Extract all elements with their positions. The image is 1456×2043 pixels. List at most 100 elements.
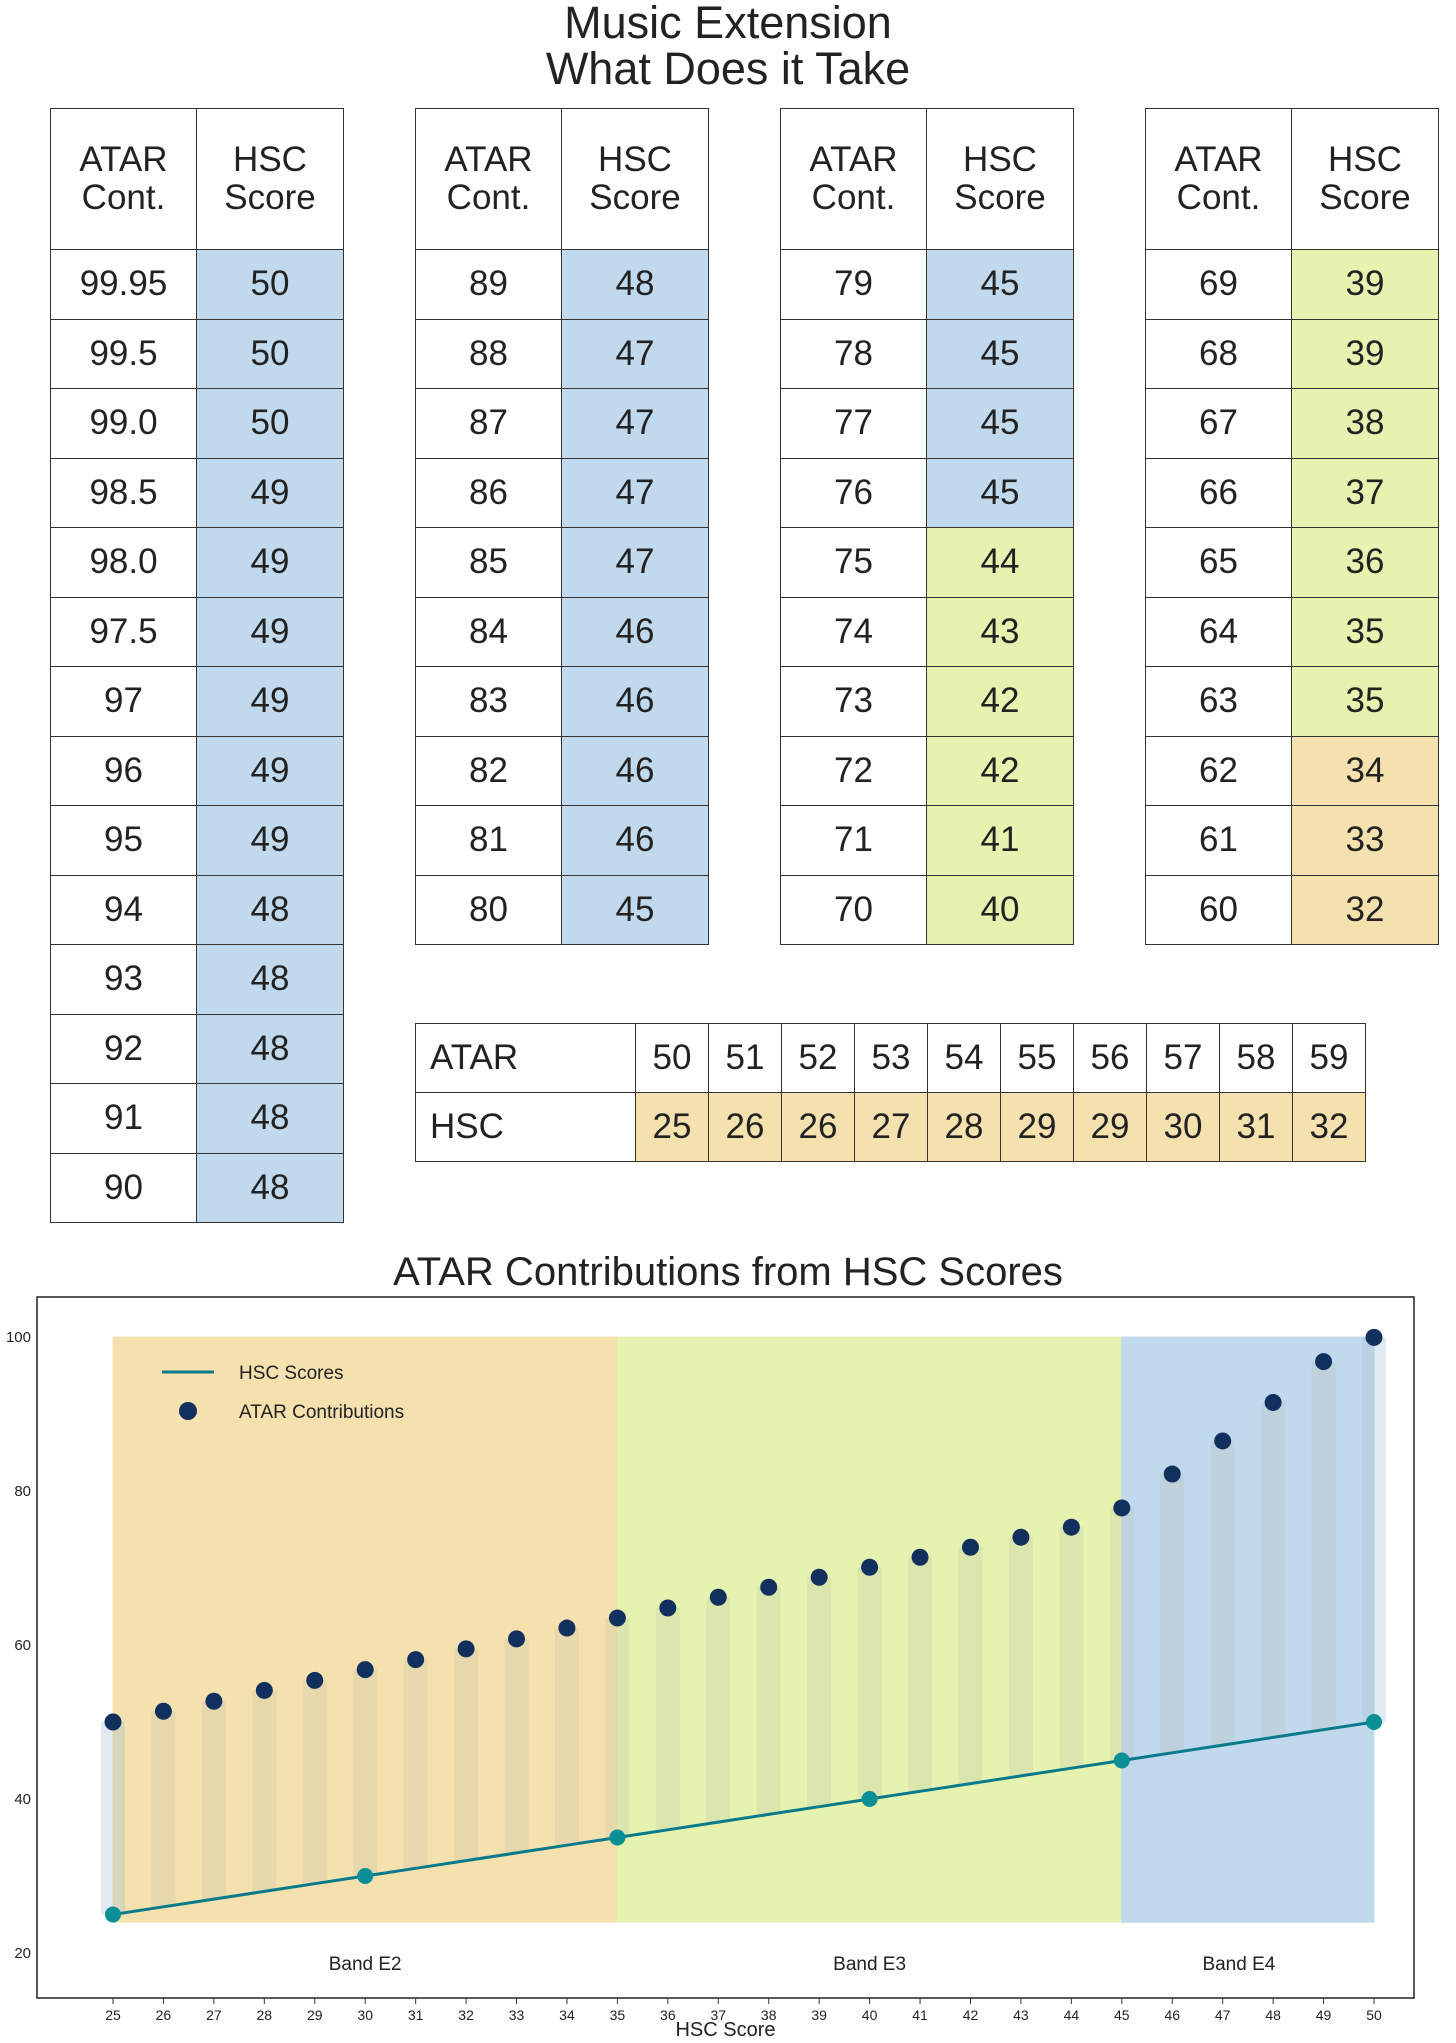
table-row: 62 34 xyxy=(1145,735,1439,806)
atar-cell: 73 xyxy=(780,666,927,737)
x-tick-label: 50 xyxy=(1366,2007,1382,2023)
table-row: 99.5 50 xyxy=(50,318,344,389)
atar-cell: 97.5 xyxy=(50,596,197,667)
low-hsc-cell: 29 xyxy=(1073,1092,1147,1162)
range-bar xyxy=(706,1597,731,1823)
table-row: 73 42 xyxy=(780,666,1074,737)
atar-cell: 71 xyxy=(780,805,927,876)
range-bar xyxy=(454,1648,479,1861)
hsc-cell: 48 xyxy=(196,1152,344,1223)
atar-cell: 83 xyxy=(415,666,562,737)
atar-cell: 63 xyxy=(1145,666,1292,737)
range-bar xyxy=(353,1669,378,1876)
x-tick-label: 42 xyxy=(963,2007,979,2023)
atar-contribution-dot xyxy=(205,1692,223,1710)
table-row: 69 39 xyxy=(1145,249,1439,320)
atar-cell: 97 xyxy=(50,666,197,737)
low-hsc-cell: 27 xyxy=(854,1092,928,1162)
atar-table-2: ATAR Cont. HSC Score 89 48 88 47 87 47 86 47 85 47 84 4… xyxy=(415,108,709,945)
atar-cell: 98.5 xyxy=(50,457,197,528)
x-tick-label: 32 xyxy=(458,2007,474,2023)
band-region xyxy=(112,1336,618,1923)
table-row: 74 43 xyxy=(780,596,1074,667)
legend-dot-swatch xyxy=(179,1402,197,1420)
atar-cell: 92 xyxy=(50,1013,197,1084)
band-label: Band E2 xyxy=(329,1954,402,1975)
atar-contribution-dot xyxy=(1315,1353,1333,1371)
hsc-cell: 47 xyxy=(561,318,709,389)
atar-cell: 99.95 xyxy=(50,249,197,320)
table-row: 87 47 xyxy=(415,388,709,459)
atar-contribution-dot xyxy=(306,1671,324,1689)
page-title-line2: What Does it Take xyxy=(545,43,911,94)
x-tick-label: 29 xyxy=(307,2007,323,2023)
hsc-cell: 49 xyxy=(196,457,344,528)
range-bar xyxy=(101,1722,125,1915)
x-tick-label: 36 xyxy=(660,2007,676,2023)
x-tick-label: 25 xyxy=(105,2007,121,2023)
chart-title: ATAR Contributions from HSC Scores xyxy=(393,1250,1063,1294)
table-row: 98.0 49 xyxy=(50,527,344,598)
hsc-cell: 46 xyxy=(561,596,709,667)
header-hsc-score: HSC Score xyxy=(196,108,344,250)
low-atar-cell: 55 xyxy=(1000,1023,1074,1093)
hsc-cell: 49 xyxy=(196,805,344,876)
atar-cell: 85 xyxy=(415,527,562,598)
table-row: 85 47 xyxy=(415,527,709,598)
y-tick-label: 100 xyxy=(6,1329,31,1346)
hsc-score-line xyxy=(112,1720,1375,1916)
low-hsc-cell: 29 xyxy=(1000,1092,1074,1162)
atar-contribution-dot xyxy=(255,1681,273,1699)
band-region xyxy=(1121,1336,1375,1923)
table-row: 75 44 xyxy=(780,527,1074,598)
atar-cell: 99.0 xyxy=(50,388,197,459)
atar-cell: 79 xyxy=(780,249,927,320)
low-hsc-cell: 31 xyxy=(1219,1092,1293,1162)
header-row: ATAR Cont. HSC Score xyxy=(780,108,1074,250)
range-bar xyxy=(1210,1440,1235,1746)
hsc-cell: 43 xyxy=(926,596,1074,667)
hsc-cell: 48 xyxy=(196,944,344,1015)
low-atar-cell: 50 xyxy=(635,1023,709,1093)
page-title-line1: Music Extension xyxy=(564,0,892,48)
hsc-score-marker xyxy=(1366,1714,1382,1730)
atar-contribution-dot xyxy=(1365,1328,1383,1346)
hsc-cell: 45 xyxy=(926,249,1074,320)
hsc-cell: 41 xyxy=(926,805,1074,876)
range-bar xyxy=(201,1701,226,1900)
atar-cell: 62 xyxy=(1145,735,1292,806)
range-bar xyxy=(958,1547,983,1784)
table-row: 98.5 49 xyxy=(50,457,344,528)
table-row: 82 46 xyxy=(415,735,709,806)
table-row: 71 41 xyxy=(780,805,1074,876)
x-tick-label: 47 xyxy=(1215,2007,1231,2023)
table-row: 86 47 xyxy=(415,457,709,528)
range-bar xyxy=(1008,1537,1033,1776)
atar-contribution-dot xyxy=(1062,1518,1080,1536)
range-bar xyxy=(504,1638,529,1853)
low-hsc-row: HSC 25 26 26 27 28 29 29 30 31 32 xyxy=(415,1092,1366,1162)
hsc-cell: 45 xyxy=(926,318,1074,389)
table-row: 76 45 xyxy=(780,457,1074,528)
range-bar xyxy=(605,1618,630,1838)
hsc-score-marker xyxy=(609,1829,626,1846)
hsc-cell: 50 xyxy=(196,388,344,459)
table-row: 92 48 xyxy=(50,1013,344,1084)
hsc-cell: 32 xyxy=(1291,874,1439,945)
y-tick-label: 40 xyxy=(14,1791,31,1808)
x-tick-label: 49 xyxy=(1316,2007,1332,2023)
table-row: 97.5 49 xyxy=(50,596,344,667)
header-atar-cont: ATAR Cont. xyxy=(415,108,562,250)
header-row: ATAR Cont. HSC Score xyxy=(1145,108,1439,250)
x-tick-label: 48 xyxy=(1265,2007,1281,2023)
atar-cell: 64 xyxy=(1145,596,1292,667)
table-row: 65 36 xyxy=(1145,527,1439,598)
low-hsc-label: HSC xyxy=(415,1092,636,1162)
x-tick-label: 41 xyxy=(912,2007,928,2023)
hsc-cell: 36 xyxy=(1291,527,1439,598)
table-row: 67 38 xyxy=(1145,388,1439,459)
hsc-cell: 33 xyxy=(1291,805,1439,876)
x-tick-label: 46 xyxy=(1164,2007,1180,2023)
header-atar-cont: ATAR Cont. xyxy=(50,108,197,250)
